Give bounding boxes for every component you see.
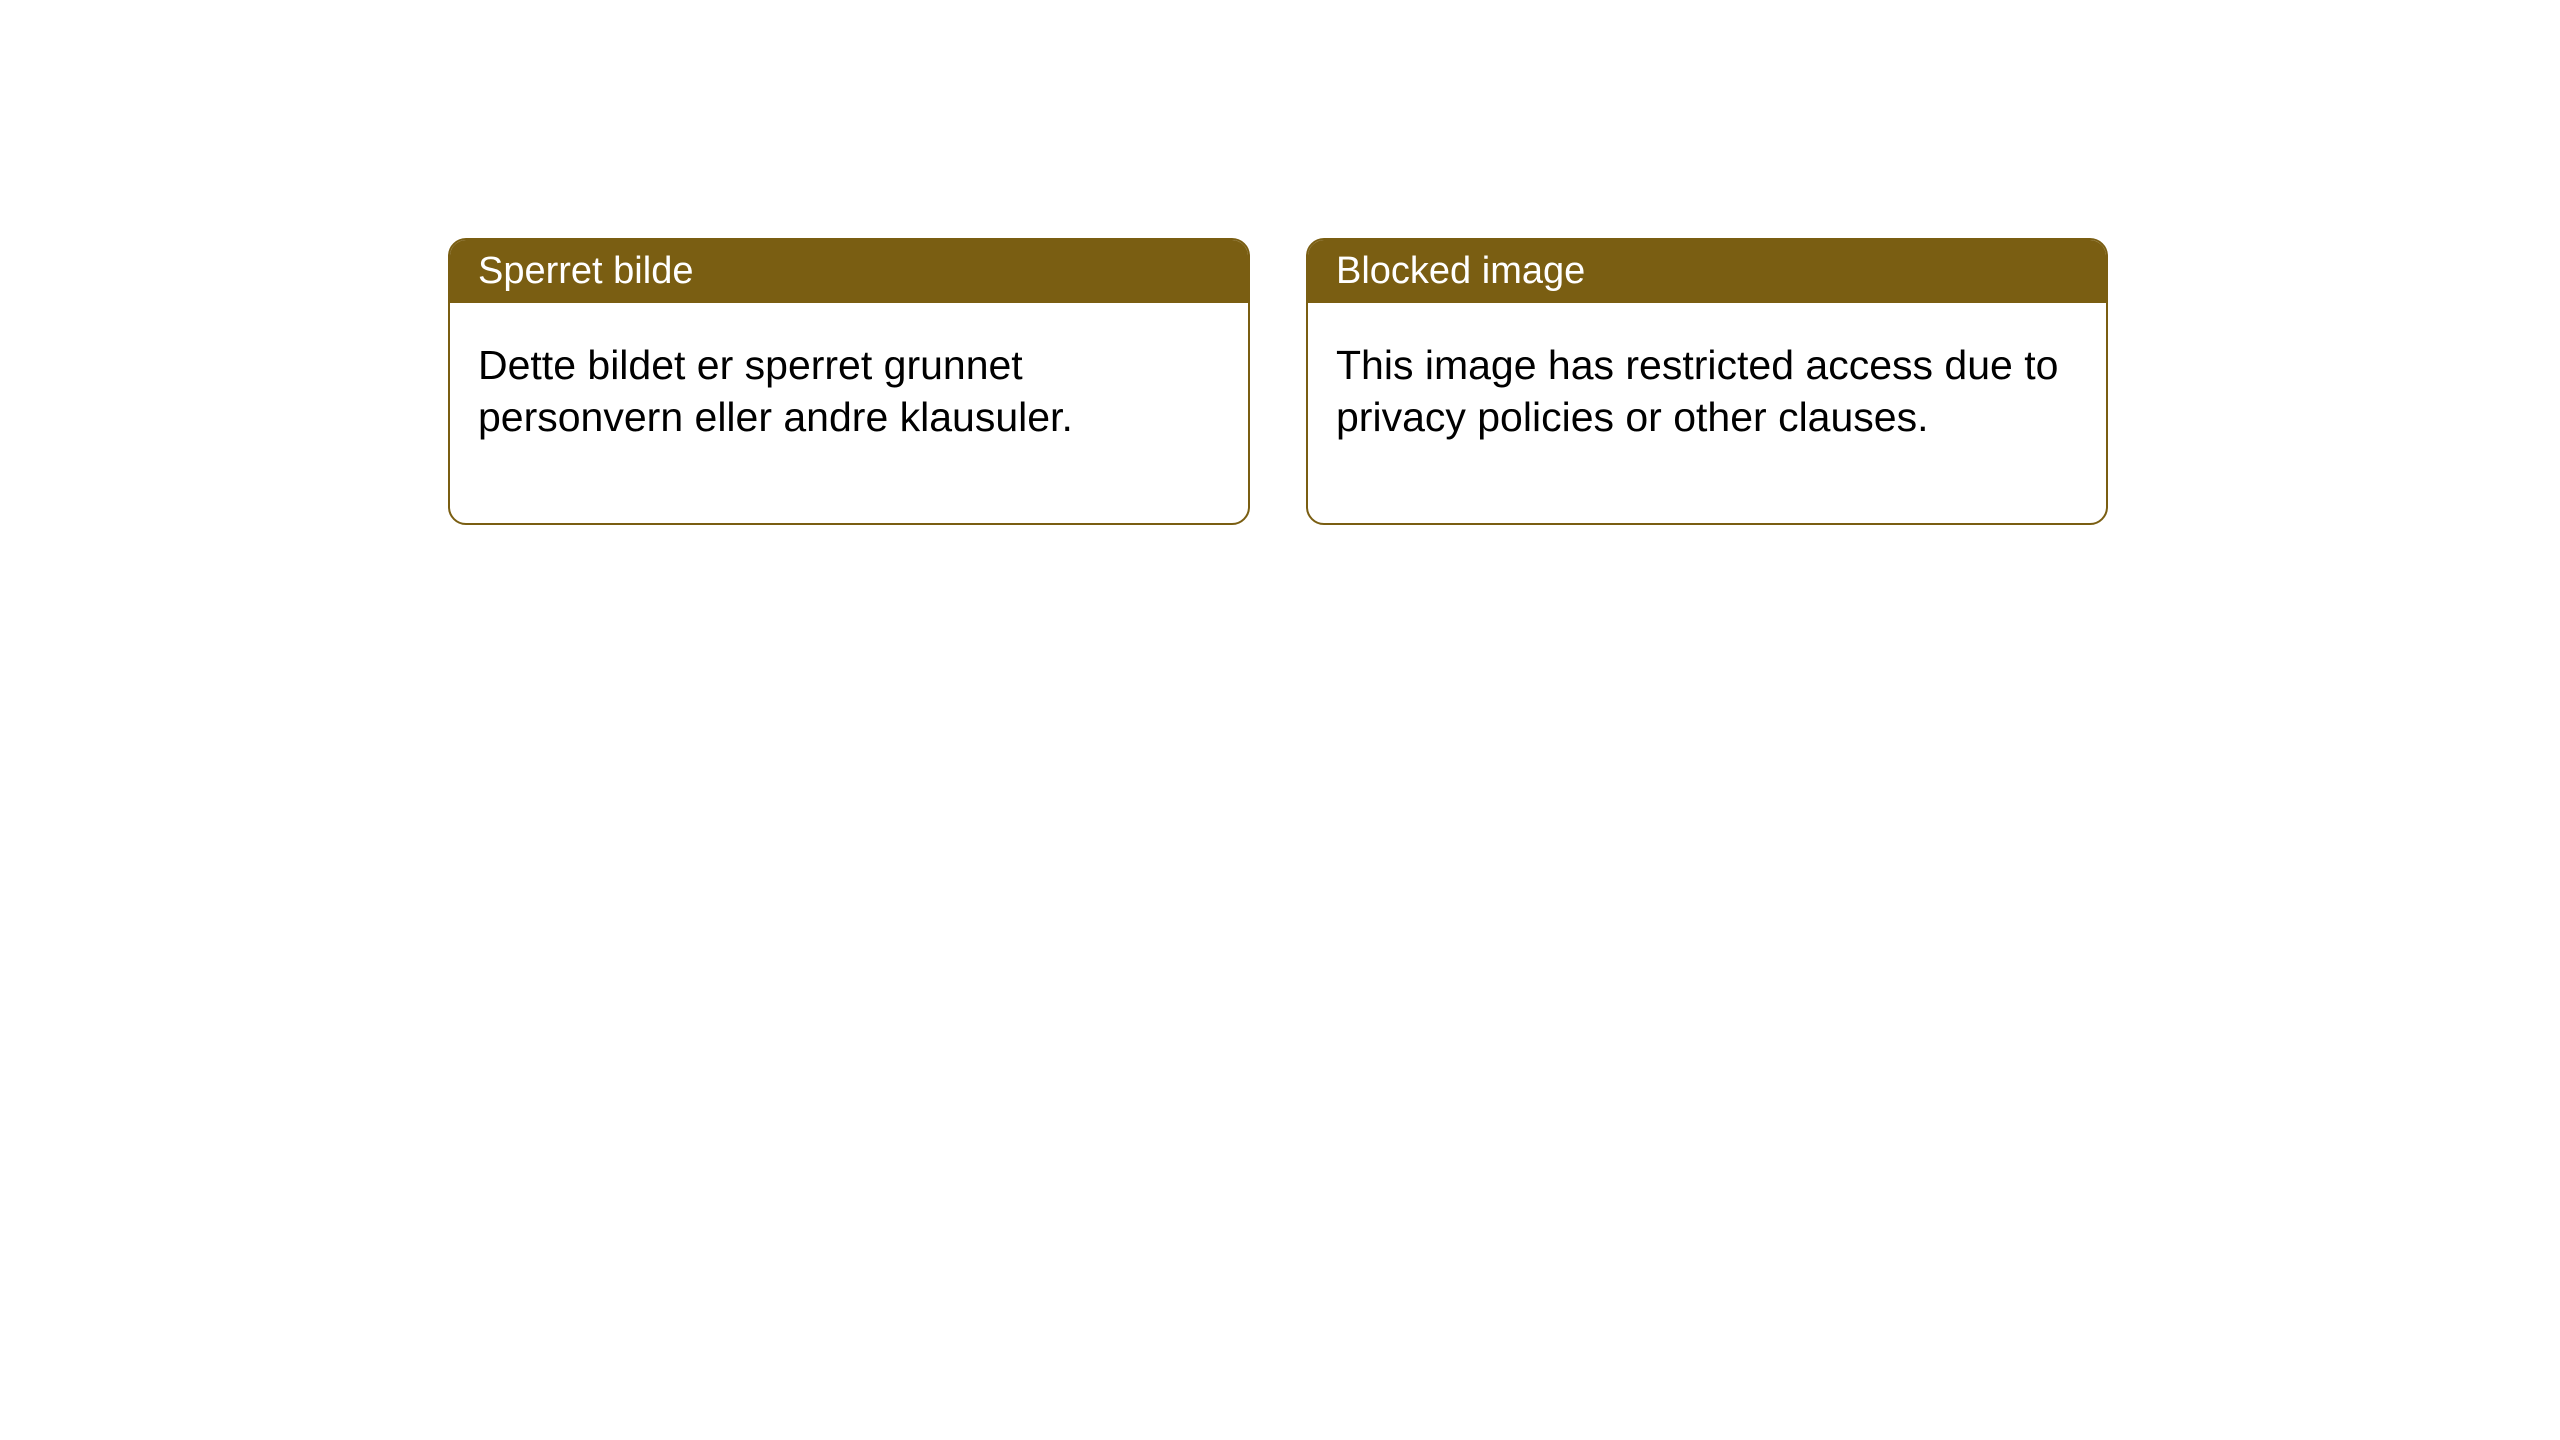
card-body-text: Dette bildet er sperret grunnet personve… (450, 303, 1248, 523)
card-body-text: This image has restricted access due to … (1308, 303, 2106, 523)
notice-cards-container: Sperret bilde Dette bildet er sperret gr… (0, 0, 2560, 525)
blocked-image-card-en: Blocked image This image has restricted … (1306, 238, 2108, 525)
blocked-image-card-nb: Sperret bilde Dette bildet er sperret gr… (448, 238, 1250, 525)
card-title: Blocked image (1308, 240, 2106, 303)
card-title: Sperret bilde (450, 240, 1248, 303)
